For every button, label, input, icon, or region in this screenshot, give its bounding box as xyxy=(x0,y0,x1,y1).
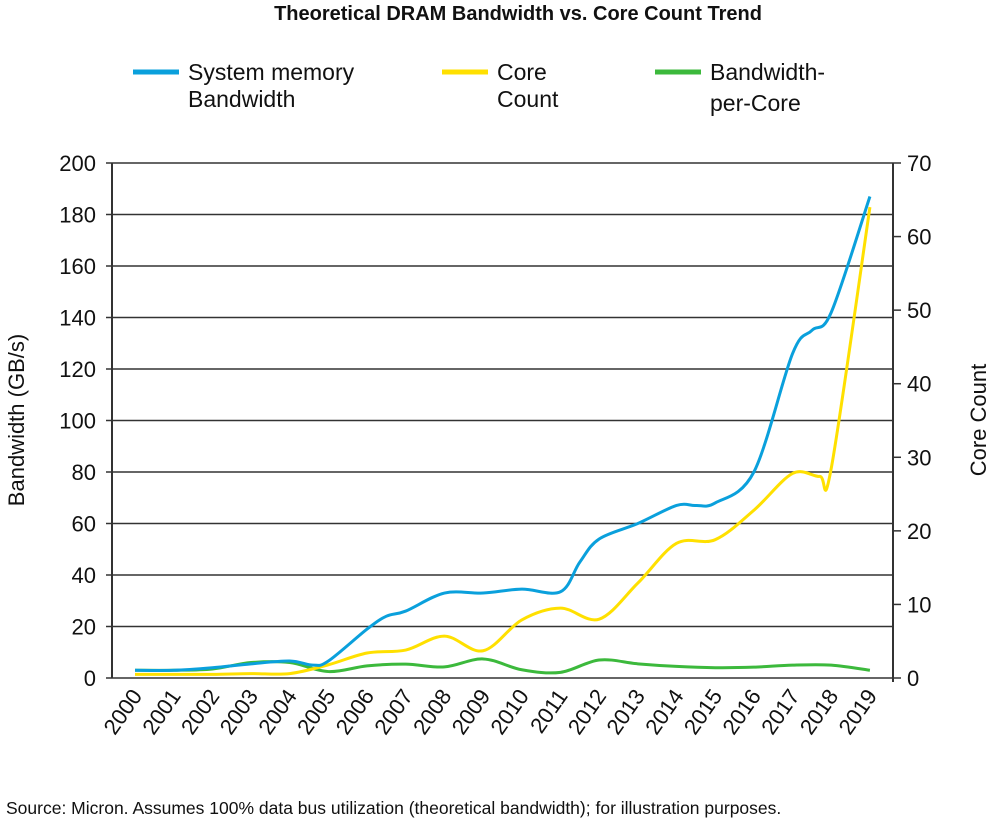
y-axis-label: Bandwidth (GB/s) xyxy=(4,334,29,506)
y-tick-label: 180 xyxy=(59,203,96,228)
y2-tick-label: 0 xyxy=(907,666,919,691)
y-tick-label: 40 xyxy=(72,563,96,588)
x-tick-label: 2019 xyxy=(833,685,882,739)
y-tick-label: 120 xyxy=(59,357,96,382)
x-tick-label: 2008 xyxy=(408,685,457,739)
y-tick-label: 100 xyxy=(59,409,96,434)
series-lines xyxy=(134,196,872,676)
y-tick-label: 80 xyxy=(72,460,96,485)
x-tick-label: 2012 xyxy=(563,685,612,739)
x-tick-label: 2018 xyxy=(795,685,844,739)
x-tick-label: 2001 xyxy=(137,685,186,739)
y2-tick-label: 20 xyxy=(907,519,931,544)
x-tick-label: 2004 xyxy=(253,685,302,739)
axes: 0204060801001201401601802000102030405060… xyxy=(59,151,931,739)
x-tick-label: 2015 xyxy=(679,685,728,739)
source-note: Source: Micron. Assumes 100% data bus ut… xyxy=(6,798,782,818)
x-tick-label: 2010 xyxy=(485,685,534,739)
x-tick-label: 2002 xyxy=(176,685,225,739)
x-tick-label: 2016 xyxy=(717,685,766,739)
y2-axis-label: Core Count xyxy=(966,364,991,477)
legend-label: Core xyxy=(497,59,547,85)
y-tick-label: 60 xyxy=(72,512,96,537)
legend-label: Count xyxy=(497,86,559,112)
x-tick-label: 2011 xyxy=(525,685,573,738)
gridlines xyxy=(106,162,893,679)
x-tick-label: 2013 xyxy=(601,685,650,739)
y-tick-label: 200 xyxy=(59,151,96,176)
y-tick-label: 20 xyxy=(72,615,96,640)
x-tick-label: 2007 xyxy=(369,685,418,739)
x-tick-label: 2003 xyxy=(215,685,264,739)
legend-label: Bandwidth- xyxy=(710,59,825,85)
y2-tick-label: 70 xyxy=(907,151,931,176)
series-line xyxy=(135,206,872,676)
y2-tick-label: 30 xyxy=(907,445,931,470)
series-line xyxy=(134,196,872,672)
y2-tick-label: 10 xyxy=(907,592,931,617)
y-tick-label: 0 xyxy=(84,666,96,691)
x-tick-label: 2006 xyxy=(331,685,380,739)
x-tick-label: 2005 xyxy=(292,685,341,739)
legend-label: Bandwidth xyxy=(188,86,295,112)
y-tick-label: 140 xyxy=(59,306,96,331)
y2-tick-label: 60 xyxy=(907,225,931,250)
x-tick-label: 2014 xyxy=(640,685,689,739)
x-tick-label: 2000 xyxy=(99,685,148,739)
legend-label: System memory xyxy=(188,59,355,85)
y2-tick-label: 50 xyxy=(907,298,931,323)
x-tick-label: 2017 xyxy=(756,685,805,739)
series-line xyxy=(134,657,871,675)
y2-tick-label: 40 xyxy=(907,372,931,397)
legend-label: per-Core xyxy=(710,90,801,116)
chart-title: Theoretical DRAM Bandwidth vs. Core Coun… xyxy=(274,3,762,25)
x-tick-label: 2009 xyxy=(447,685,496,739)
y-tick-label: 160 xyxy=(59,254,96,279)
